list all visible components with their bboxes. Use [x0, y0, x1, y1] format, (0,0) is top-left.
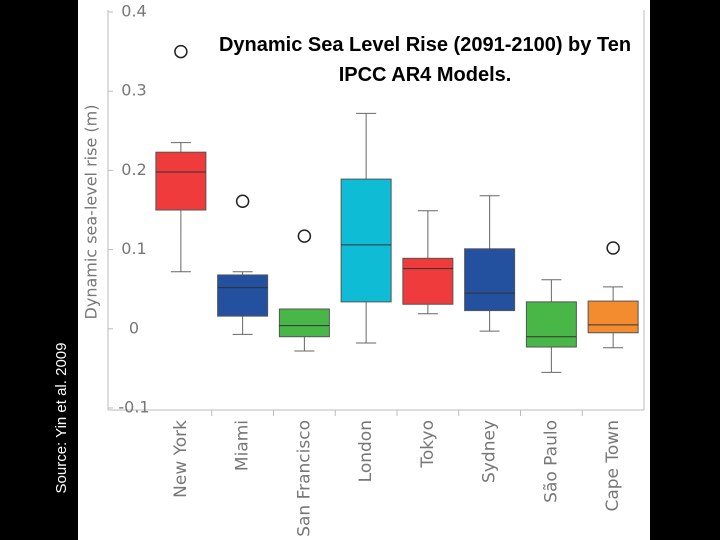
x-tick-label: Tokyo	[418, 420, 438, 469]
source-note: Source: Yin et al. 2009	[53, 343, 70, 494]
y-tick-label: 0.1	[121, 239, 146, 258]
outlier	[174, 44, 188, 59]
box	[278, 308, 330, 338]
y-tick-label: -0.1	[118, 398, 149, 417]
x-tick-label: Miami	[233, 420, 253, 471]
outlier	[297, 229, 312, 243]
x-tick-label: London	[356, 420, 376, 482]
y-tick-label: 0.2	[121, 160, 146, 179]
box	[340, 178, 392, 303]
x-tick-label: Cape Town	[603, 420, 623, 512]
x-tick-label: Sydney	[480, 420, 500, 483]
chart-title: Dynamic Sea Level Rise (2091-2100) by Te…	[218, 34, 632, 86]
y-axis-label: Dynamic sea-level rise (m)	[82, 105, 101, 320]
box	[155, 151, 207, 211]
box	[217, 274, 269, 317]
x-tick-label: New York	[171, 420, 191, 498]
x-tick-label: San Francisco	[294, 420, 314, 537]
box	[402, 257, 454, 305]
x-tick-label: São Paulo	[541, 420, 561, 503]
box	[587, 300, 639, 334]
outlier	[235, 194, 250, 209]
y-tick-label: 0.3	[121, 81, 146, 100]
box	[464, 248, 516, 312]
y-tick-label: 0	[129, 318, 139, 337]
box	[525, 301, 577, 348]
outlier	[606, 241, 620, 255]
y-tick-label: 0.4	[121, 2, 146, 21]
